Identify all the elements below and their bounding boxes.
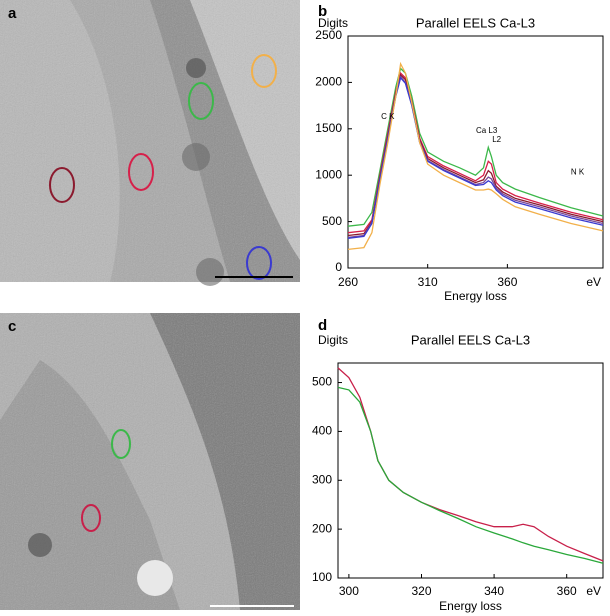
y-tick-label: 300 [312,472,332,486]
y-tick-label: 2000 [315,75,342,89]
chart-title: Parallel EELS Ca-L3 [411,332,530,347]
panel-label: a [8,5,17,22]
y-tick-label: 2500 [315,28,342,42]
micrograph-a [0,0,300,286]
y-tick-label: 0 [335,260,342,274]
chart-title: Parallel EELS Ca-L3 [416,15,535,30]
plot-frame [347,35,604,269]
x-tick-label: 300 [339,584,359,598]
spectrum-line [337,367,604,562]
y-tick-label: 500 [312,375,332,389]
x-tick-label: 360 [497,275,517,289]
x-tick-label: 360 [557,584,577,598]
plot-frame [337,362,604,579]
annotation: Ca L3 [476,126,498,135]
x-axis-label: Energy loss [444,289,507,303]
spectrum-line [337,386,604,564]
panel-label: d [318,317,327,334]
annotation: N K [571,168,585,177]
y-tick-label: 1000 [315,167,342,181]
y-tick-label: 500 [322,214,342,228]
annotation: C K [381,112,395,121]
x-axis-label: Energy loss [439,599,502,613]
spectrum-line [347,61,604,251]
y-tick-label: 100 [312,570,332,584]
x-unit-label: eV [586,584,601,598]
spectrum-line [347,67,604,227]
y-tick-label: 1500 [315,121,342,135]
panel-label: c [8,318,16,335]
x-tick-label: 260 [338,275,358,289]
spectrum-line [347,76,604,239]
y-axis-label: Digits [318,16,348,30]
y-tick-label: 400 [312,424,332,438]
y-tick-label: 200 [312,521,332,535]
x-tick-label: 340 [484,584,504,598]
panel-label: b [318,3,327,20]
x-tick-label: 320 [411,584,431,598]
y-axis-label: Digits [318,333,348,347]
spectrum-line [347,75,604,239]
micrograph-c [0,313,300,610]
x-tick-label: 310 [418,275,438,289]
spectrum-line [347,73,604,237]
annotation: L2 [492,135,501,144]
x-unit-label: eV [586,275,601,289]
